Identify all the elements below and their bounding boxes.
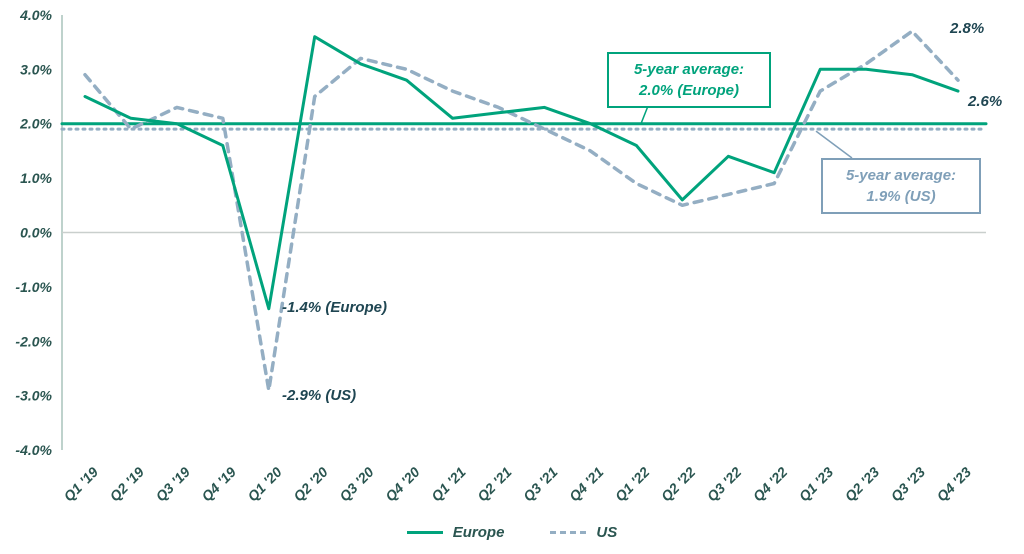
x-tick-label: Q3 '20 <box>336 464 377 505</box>
x-tick-label: Q3 '19 <box>152 464 193 505</box>
europe-solid-line-sample <box>406 531 443 534</box>
y-tick-label: -2.0% <box>15 333 52 349</box>
europe-average-callout: 5-year average: 2.0% (Europe) <box>607 52 771 108</box>
legend-item-europe: Europe <box>406 524 505 541</box>
legend-label-europe: Europe <box>452 524 505 541</box>
x-tick-label: Q2 '19 <box>106 464 147 505</box>
x-tick-label: Q4 '23 <box>933 464 974 505</box>
x-tick-label: Q2 '21 <box>474 464 515 505</box>
y-tick-label: 1.0% <box>20 170 52 186</box>
us-average-callout: 5-year average: 1.9% (US) <box>821 158 981 214</box>
y-tick-label: 2.0% <box>19 116 52 132</box>
chart-legend: Europe US <box>0 524 1024 541</box>
x-tick-label: Q1 '21 <box>428 464 469 505</box>
x-tick-label: Q2 '22 <box>658 464 699 505</box>
us-dip-label: -2.9% (US) <box>282 387 357 404</box>
x-tick-label: Q4 '19 <box>198 464 239 505</box>
us-series-line <box>83 29 960 393</box>
x-tick-label: Q1 '20 <box>244 464 285 505</box>
us-callout-connector <box>815 130 853 159</box>
y-tick-label: -4.0% <box>15 442 52 458</box>
europe-average-callout-line1: 5-year average: <box>633 61 745 78</box>
y-tick-label: -3.0% <box>15 388 52 404</box>
x-tick-label: Q4 '22 <box>750 464 791 505</box>
x-tick-label: Q1 '22 <box>612 464 653 505</box>
legend-label-us: US <box>596 524 618 541</box>
x-tick-label: Q3 '21 <box>520 464 561 505</box>
europe-series-line <box>83 35 960 311</box>
us-dashed-line-sample <box>550 531 587 534</box>
europe-callout-connector <box>640 105 649 124</box>
x-tick-label: Q1 '23 <box>796 464 837 505</box>
europe-dip-label: -1.4% (Europe) <box>282 299 388 316</box>
us-latest-value-label: 2.8% <box>950 20 985 37</box>
europe-average-callout-line2: 2.0% (Europe) <box>638 82 740 99</box>
x-tick-label: Q4 '20 <box>382 464 423 505</box>
y-tick-label: 3.0% <box>20 61 52 77</box>
x-tick-label: Q3 '23 <box>888 464 929 505</box>
y-tick-label: 4.0% <box>19 7 52 23</box>
y-tick-label: 0.0% <box>20 225 52 241</box>
legend-item-us: US <box>550 524 617 541</box>
y-tick-label: -1.0% <box>15 279 52 295</box>
x-tick-label: Q4 '21 <box>566 464 607 505</box>
us-average-callout-line2: 1.9% (US) <box>866 188 936 205</box>
x-tick-label: Q3 '22 <box>704 464 745 505</box>
x-tick-label: Q2 '20 <box>290 464 331 505</box>
us-average-callout-line1: 5-year average: <box>845 167 957 184</box>
europe-latest-value-label: 2.6% <box>968 93 1003 110</box>
x-tick-label: Q2 '23 <box>842 464 883 505</box>
x-tick-label: Q1 '19 <box>60 464 101 505</box>
